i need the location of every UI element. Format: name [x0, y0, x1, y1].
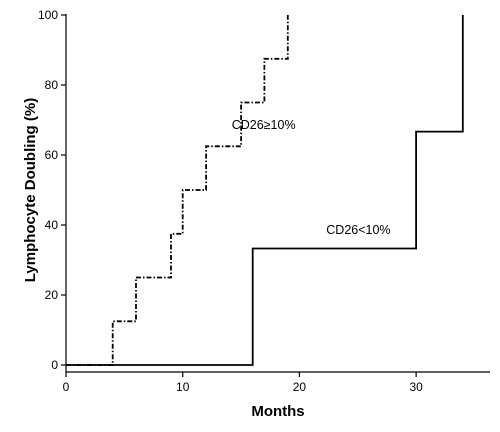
x-tick-label: 20 [293, 380, 307, 394]
series-layer [66, 15, 464, 366]
y-tick-label: 80 [45, 78, 59, 92]
y-axis-title: Lymphocyte Doubling (%) [22, 98, 39, 282]
y-tick-label: 0 [51, 358, 58, 372]
y-tick-label: 100 [38, 8, 58, 22]
annotation-layer: CD26≥10% CD26<10% [232, 118, 391, 237]
axes [65, 14, 490, 373]
series-annotation: CD26<10% [326, 223, 390, 237]
x-tick-label: 30 [409, 380, 423, 394]
series-annotation: CD26≥10% [232, 118, 296, 132]
y-tick-label: 20 [45, 288, 59, 302]
x-axis-title: Months [251, 403, 304, 420]
x-tick-label: 10 [176, 380, 190, 394]
series-line-2 [66, 15, 464, 366]
x-tick-label: 0 [63, 380, 70, 394]
series-line-1 [66, 15, 289, 366]
y-ticks: 0 20 40 60 80 100 [38, 8, 66, 372]
y-tick-label: 40 [45, 218, 59, 232]
x-ticks: 0 10 20 30 [63, 372, 423, 394]
y-tick-label: 60 [45, 148, 59, 162]
